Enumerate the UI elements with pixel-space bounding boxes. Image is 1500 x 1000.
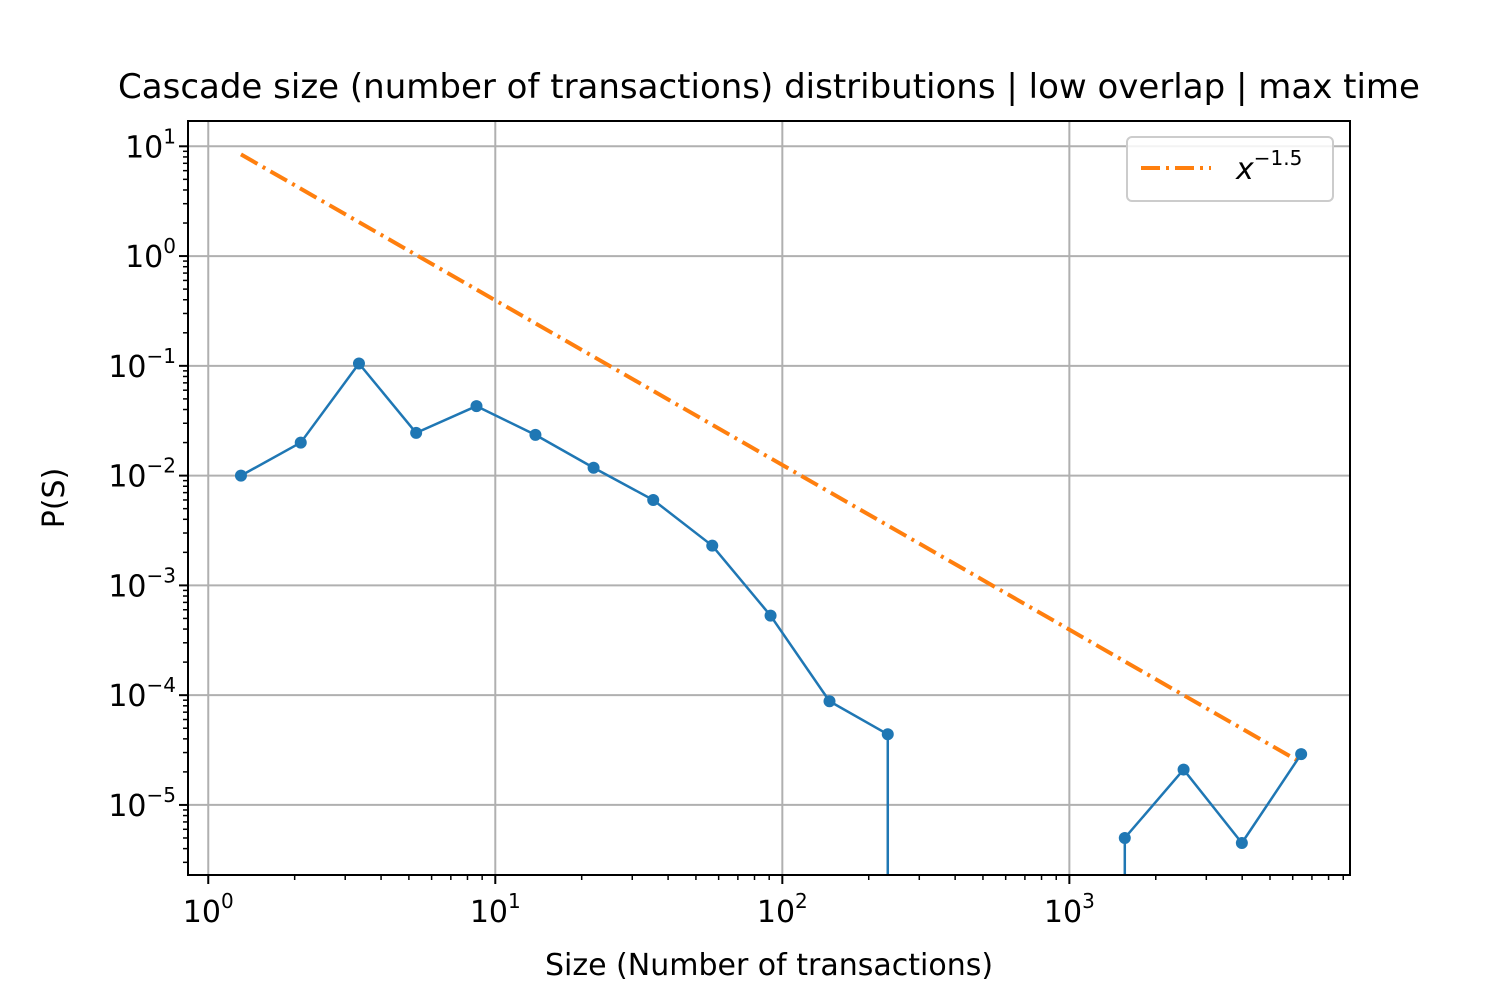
data-line-segment: [415, 404, 477, 435]
x-tick-label-base: 10: [470, 895, 508, 930]
y-tick-label: 10−1: [108, 344, 176, 385]
y-tick-label-base: 10: [108, 460, 146, 495]
x-tick-label-base: 10: [757, 895, 795, 930]
y-tick-label-base: 10: [108, 569, 146, 604]
y-tick-label-exponent: −4: [147, 673, 176, 697]
data-line-segment: [769, 614, 831, 702]
data-line-segment: [534, 433, 595, 469]
x-tick-label: 101: [470, 889, 521, 930]
data-point: [706, 539, 719, 552]
data-line-segment: [652, 498, 714, 547]
data-point: [881, 728, 894, 741]
y-tick-label-base: 10: [108, 350, 146, 385]
legend-box: [1126, 136, 1334, 202]
x-tick-label-base: 10: [1044, 895, 1082, 930]
data-point: [823, 695, 836, 708]
data-line-segment: [475, 404, 536, 437]
data-point: [234, 469, 247, 482]
data-line-segment: [828, 700, 889, 736]
y-tick-label-base: 10: [108, 789, 146, 824]
y-tick-label-exponent: −2: [147, 454, 176, 478]
x-tick-label-base: 10: [183, 895, 221, 930]
y-tick-label-exponent: −5: [147, 783, 176, 807]
data-point: [1235, 837, 1248, 850]
x-tick-label-exponent: 2: [795, 889, 808, 913]
x-axis-label: Size (Number of transactions): [545, 948, 993, 983]
series-layer: [234, 152, 1308, 875]
data-point: [352, 357, 365, 370]
data-point: [410, 426, 423, 439]
legend-label-base: x: [1235, 152, 1254, 187]
data-line-segment: [240, 441, 302, 477]
data-point: [587, 461, 600, 474]
chart-title: Cascade size (number of transactions) di…: [118, 67, 1420, 107]
y-tick-label-exponent: 0: [163, 234, 176, 258]
data-point: [470, 400, 483, 413]
legend: x−1.5: [1126, 136, 1334, 202]
x-tick-label: 102: [757, 889, 808, 930]
data-line-segment: [1240, 753, 1303, 844]
x-tick-label-exponent: 3: [1082, 889, 1095, 913]
y-tick-label: 10−4: [108, 673, 176, 714]
data-line-segment: [1182, 768, 1243, 844]
x-tick-label: 100: [183, 889, 234, 930]
data-point: [1295, 748, 1308, 761]
y-tick-label: 100: [125, 234, 176, 275]
data-point: [1118, 831, 1131, 844]
data-point: [294, 436, 307, 449]
plot-frame: [187, 120, 1351, 876]
y-tick-label: 10−2: [108, 454, 176, 495]
y-tick-label-base: 10: [125, 130, 163, 165]
y-tick-label-base: 10: [108, 679, 146, 714]
data-line-segment: [1123, 768, 1185, 839]
y-tick-label-exponent: 1: [163, 124, 176, 148]
data-line-segment: [711, 544, 772, 617]
x-tick-label-exponent: 1: [508, 889, 521, 913]
y-tick-label-exponent: −1: [147, 344, 176, 368]
legend-label-exponent: −1.5: [1254, 146, 1303, 170]
data-point: [764, 609, 777, 622]
data-line-segment: [358, 362, 418, 434]
grid-lines: [188, 121, 1350, 875]
data-point: [647, 493, 660, 506]
y-tick-label: 10−5: [108, 783, 176, 824]
y-tick-label: 10−3: [108, 563, 176, 604]
x-tick-label-exponent: 0: [221, 889, 234, 913]
y-tick-label: 101: [125, 124, 176, 165]
data-line-segment: [592, 466, 654, 502]
y-tick-label-base: 10: [125, 240, 163, 275]
x-tick-label: 103: [1044, 889, 1095, 930]
y-axis-label: P(S): [37, 468, 72, 529]
data-line-segment: [299, 362, 360, 444]
data-point: [529, 428, 542, 441]
legend-label: x−1.5: [1235, 146, 1302, 187]
data-point: [1177, 763, 1190, 776]
y-tick-label-exponent: −3: [147, 563, 176, 587]
